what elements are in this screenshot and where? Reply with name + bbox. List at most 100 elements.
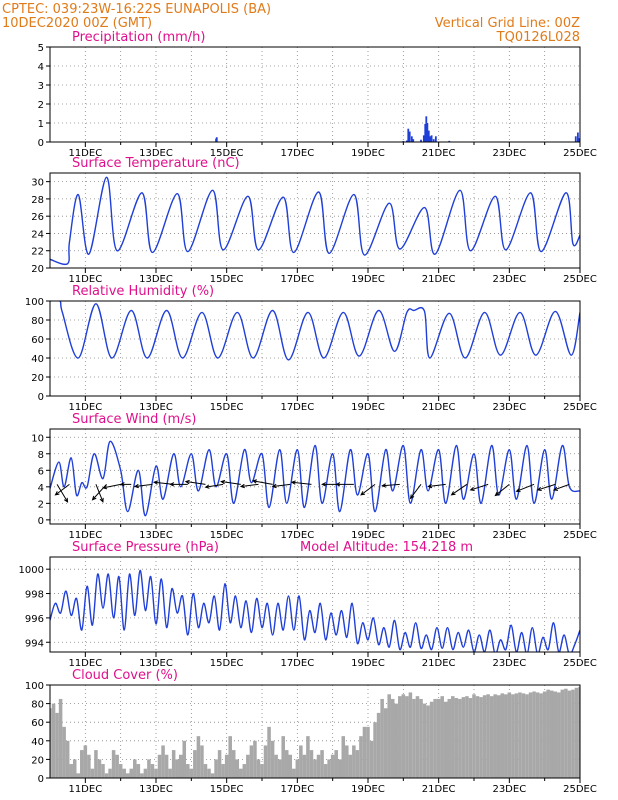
y-tick-label: 2: [38, 499, 44, 510]
wind-vector: [54, 483, 70, 496]
cloud-bar: [535, 692, 540, 778]
header-model-id: TQ0126L028: [496, 30, 580, 45]
cloud-bar: [200, 745, 204, 778]
cloud-bar: [549, 690, 554, 778]
panel-title: Cloud Cover (%): [72, 668, 178, 683]
x-tick-label: 11DEC: [68, 402, 102, 413]
cloud-bar: [168, 768, 172, 778]
x-tick-label: 21DEC: [422, 148, 456, 159]
panel-0: Precipitation (mm/h) 0 1 2 3 4 5 11DEC 13DEC 15DE…: [38, 30, 597, 159]
wind-vector: [290, 480, 312, 485]
cloud-bar: [154, 768, 158, 778]
cloud-bar: [164, 754, 169, 778]
cloud-bar: [553, 691, 558, 778]
cloud-bar: [193, 750, 197, 778]
cloud-bar: [104, 773, 109, 778]
y-tick-label: 80: [31, 700, 44, 711]
cloud-bar: [207, 768, 211, 778]
cloud-bar: [390, 698, 395, 778]
cloud-bar: [454, 698, 459, 778]
cloud-bar: [136, 764, 141, 778]
cloud-bar: [362, 726, 367, 778]
y-tick-label: 60: [31, 335, 44, 346]
x-tick-label: 19DEC: [351, 784, 385, 795]
y-tick-label: 20: [31, 264, 44, 275]
panel-1: Surface Temperature (nC) 20 22 24 26 28 30 11DE…: [31, 156, 597, 285]
y-tick-label: 3: [38, 81, 44, 92]
cloud-bar: [281, 736, 285, 778]
wind-vector: [251, 479, 273, 485]
panel-data: [50, 686, 580, 778]
header-run-date: 10DEC2020 00Z (GMT): [2, 16, 152, 31]
y-tick-label: 40: [31, 354, 44, 365]
y-tick-label: 0: [38, 138, 44, 149]
precip-bar: [424, 123, 427, 142]
cloud-bar: [398, 696, 402, 778]
cloud-bar: [412, 698, 416, 778]
cloud-bar: [422, 703, 427, 778]
wind-vector: [409, 484, 422, 500]
cloud-bar: [345, 745, 349, 778]
x-tick-label: 15DEC: [210, 784, 244, 795]
y-tick-label: 8: [38, 450, 44, 461]
cloud-bar: [348, 754, 353, 778]
cloud-bar: [567, 690, 572, 778]
cloud-bar: [366, 726, 370, 778]
precip-bar: [432, 139, 435, 142]
x-tick-label: 19DEC: [351, 402, 385, 413]
precip-bar: [408, 131, 411, 142]
wind-vector: [335, 482, 354, 487]
cloud-bar: [309, 750, 314, 778]
x-tick-label: 25DEC: [563, 274, 597, 285]
x-tick-label: 23DEC: [492, 402, 526, 413]
series-line: [50, 440, 580, 517]
cloud-bar: [108, 768, 112, 778]
x-tick-label: 25DEC: [563, 148, 597, 159]
cloud-bar: [122, 768, 126, 778]
x-tick-label: 25DEC: [563, 402, 597, 413]
cloud-bar: [475, 696, 480, 778]
x-tick-label: 19DEC: [351, 274, 385, 285]
wind-vector: [469, 483, 489, 492]
x-tick-label: 13DEC: [139, 784, 173, 795]
cloud-bar: [426, 705, 430, 778]
x-tick-label: 17DEC: [280, 402, 314, 413]
x-tick-label: 15DEC: [210, 530, 244, 541]
y-tick-label: 26: [31, 212, 44, 223]
cloud-bar: [546, 689, 550, 778]
cloud-bar: [542, 691, 547, 778]
cloud-bar: [489, 696, 494, 778]
x-tick-label: 17DEC: [280, 530, 314, 541]
panel-data: [50, 440, 580, 517]
cloud-bar: [253, 740, 257, 778]
x-tick-label: 17DEC: [280, 274, 314, 285]
panel-4: Surface Pressure (hPa) Model Altitude: 15…: [19, 540, 597, 669]
cloud-bar: [147, 759, 151, 778]
cloud-bar: [528, 692, 533, 778]
y-tick-label: 30: [31, 178, 44, 189]
cloud-bar: [500, 693, 505, 778]
cloud-bar: [69, 764, 73, 778]
precip-bar: [427, 130, 430, 142]
y-tick-label: 60: [31, 718, 44, 729]
x-tick-label: 21DEC: [422, 402, 456, 413]
x-tick-label: 25DEC: [563, 784, 597, 795]
x-tick-label: 13DEC: [139, 274, 173, 285]
cloud-bar: [118, 764, 123, 778]
cloud-bar: [129, 768, 134, 778]
cloud-bar: [288, 754, 293, 778]
cloud-bar: [337, 759, 342, 778]
x-tick-label: 15DEC: [210, 402, 244, 413]
x-tick-label: 23DEC: [492, 530, 526, 541]
wind-vector: [271, 483, 291, 489]
panel-annotation: Model Altitude: 154.218 m: [300, 540, 473, 555]
cloud-bar: [330, 754, 335, 778]
cloud-bar: [383, 708, 388, 778]
precip-bar: [576, 132, 579, 142]
series-line: [50, 569, 580, 652]
wind-vector: [552, 483, 570, 491]
x-tick-label: 21DEC: [422, 784, 456, 795]
wind-vector: [56, 484, 69, 503]
cloud-bar: [539, 693, 543, 778]
y-tick-label: 22: [31, 247, 44, 258]
